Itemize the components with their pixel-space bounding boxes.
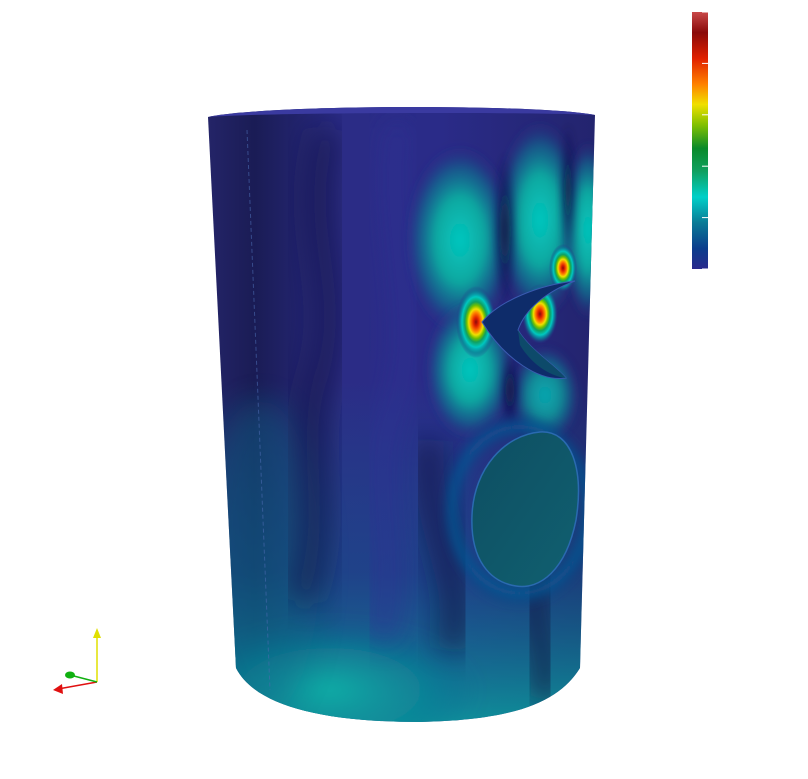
color-bar-ticks [702, 11, 708, 270]
orientation-axes [53, 628, 101, 694]
color-bar-legend [692, 11, 708, 270]
z-axis-arrow-icon [65, 671, 75, 679]
x-axis-arrow-icon [53, 684, 63, 694]
y-axis-arrow-icon [93, 628, 101, 638]
x-axis-line [57, 681, 98, 690]
circular-hole-cutout [471, 431, 580, 588]
